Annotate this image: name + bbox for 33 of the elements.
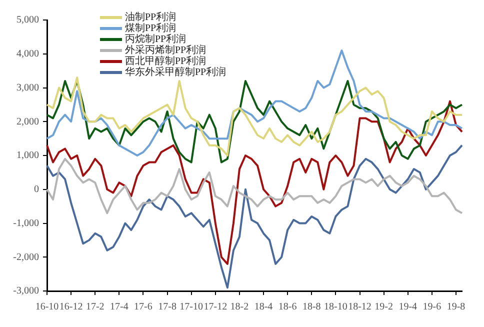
x-tick-label: 18-12 [348, 302, 372, 313]
x-tick-label: 16-12 [59, 302, 83, 313]
y-tick-label: -3,000 [13, 286, 39, 297]
legend-label: 丙烷制PP利润 [125, 34, 186, 45]
x-tick-label: 19-6 [422, 302, 442, 313]
legend-label: 煤制PP利润 [125, 23, 176, 34]
y-tick-label: 4,000 [16, 48, 39, 60]
y-tick-label: 5,000 [16, 14, 39, 26]
y-tick-label: -1,000 [13, 218, 39, 229]
y-tick-label: -2,000 [13, 252, 39, 263]
legend-label: 油制PP利润 [125, 12, 176, 23]
x-tick-label: 18-10 [324, 302, 348, 313]
y-tick-label: 0 [34, 184, 39, 195]
y-tick-label: 3,000 [16, 82, 39, 94]
x-tick-label: 18-8 [302, 302, 321, 313]
legend-label: 华东外采甲醇制PP利润 [125, 67, 226, 78]
x-tick-label: 17-10 [180, 302, 204, 313]
x-tick-label: 16-10 [35, 302, 59, 313]
x-tick-label: 18-2 [230, 302, 249, 313]
x-tick-label: 17-8 [158, 302, 176, 313]
x-tick-label: 18-6 [278, 302, 297, 313]
x-tick-label: 19-2 [374, 302, 393, 313]
x-tick-label: 19-4 [398, 302, 418, 313]
x-tick-label: 17-6 [134, 302, 152, 313]
y-tick-label: 2,000 [16, 116, 39, 128]
y-tick-label: 1,000 [16, 150, 39, 162]
x-tick-label: 17-4 [110, 302, 128, 313]
x-tick-label: 18-4 [254, 302, 273, 313]
x-tick-label: 17-12 [204, 302, 228, 313]
legend-label: 西北甲醇制PP利润 [125, 56, 206, 67]
legend-label: 外采丙烯制PP利润 [125, 45, 206, 56]
x-tick-label: 19-8 [446, 302, 466, 313]
x-tick-label: 17-2 [86, 302, 104, 313]
